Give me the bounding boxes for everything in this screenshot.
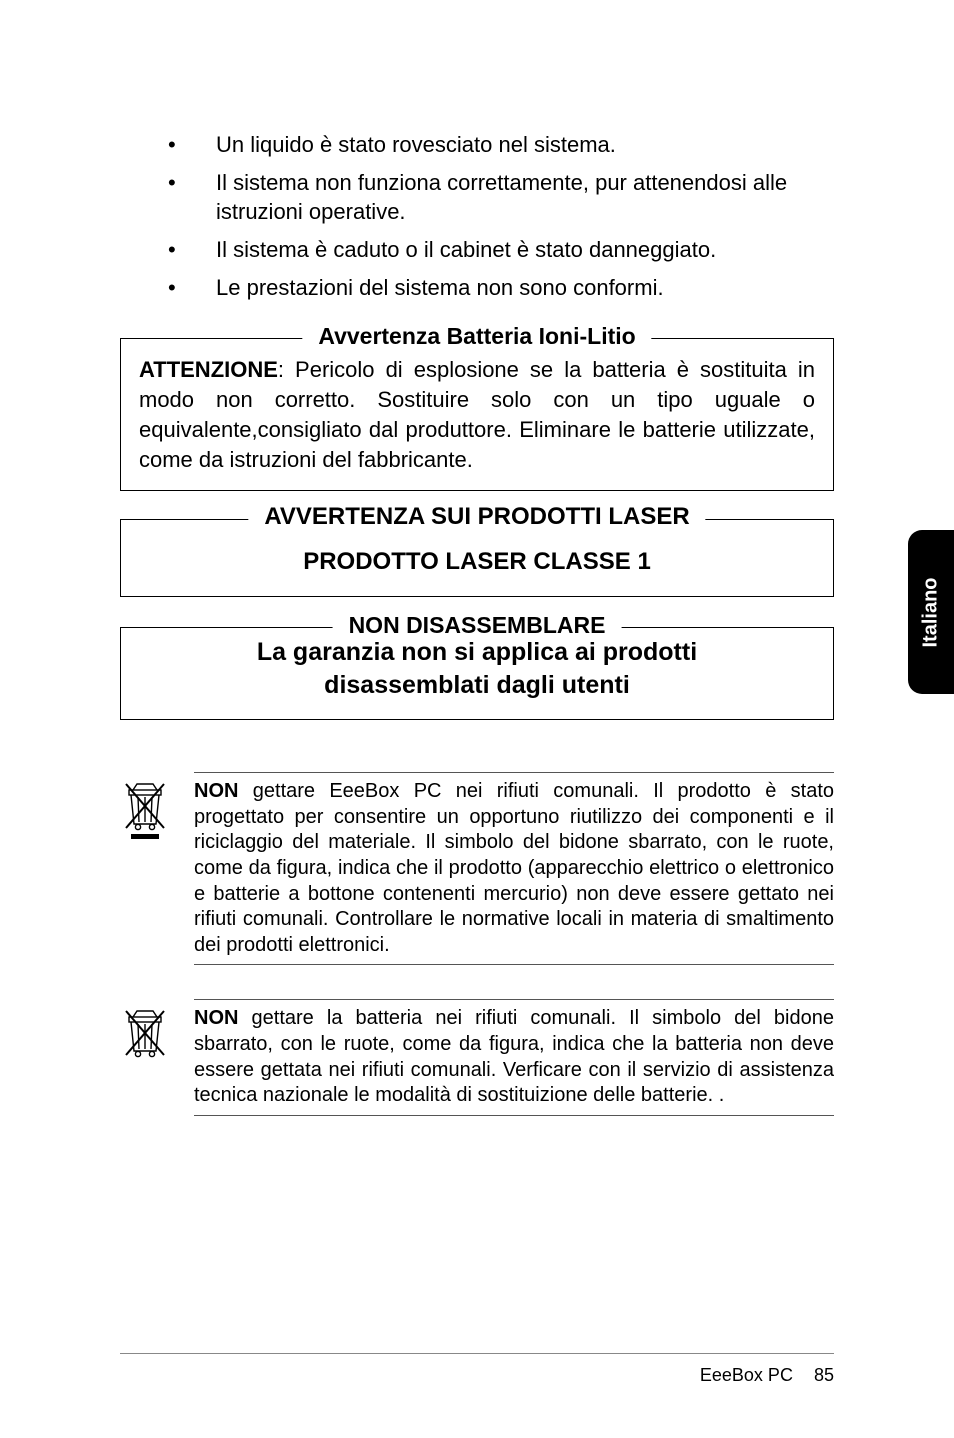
disassemble-line-2: disassemblati dagli utenti bbox=[139, 669, 815, 702]
bullet-list: Un liquido è stato rovesciato nel sistem… bbox=[168, 130, 834, 302]
language-label: Italiano bbox=[920, 577, 943, 647]
disassemble-line-1: La garanzia non si applica ai prodotti bbox=[139, 636, 815, 669]
battery-text-wrap: NON gettare la batteria nei rifiuti comu… bbox=[194, 999, 834, 1115]
bullet-item: Il sistema è caduto o il cabinet è stato… bbox=[168, 235, 834, 265]
disassemble-title: NON DISASSEMBLARE bbox=[333, 612, 622, 639]
disassemble-body: La garanzia non si applica ai prodotti d… bbox=[139, 636, 815, 701]
battery-warning-title: Avvertenza Batteria Ioni-Litio bbox=[302, 323, 651, 350]
laser-warning-title: AVVERTENZA SUI PRODOTTI LASER bbox=[248, 503, 705, 531]
page: Un liquido è stato rovesciato nel sistem… bbox=[0, 0, 954, 1200]
divider bbox=[194, 999, 834, 1000]
bullet-item: Un liquido è stato rovesciato nel sistem… bbox=[168, 130, 834, 160]
weee-info-row: NON gettare EeeBox PC nei rifiuti comuna… bbox=[120, 772, 834, 965]
battery-bin-icon bbox=[120, 1005, 184, 1064]
divider bbox=[194, 1115, 834, 1116]
divider bbox=[194, 964, 834, 965]
footer-page-number: 85 bbox=[814, 1365, 834, 1385]
weee-text-wrap: NON gettare EeeBox PC nei rifiuti comuna… bbox=[194, 772, 834, 965]
battery-text: NON gettare la batteria nei rifiuti comu… bbox=[194, 1006, 834, 1108]
language-side-tab: Italiano bbox=[908, 530, 954, 694]
disassemble-box: NON DISASSEMBLARE La garanzia non si app… bbox=[120, 627, 834, 720]
laser-warning-subtitle: PRODOTTO LASER CLASSE 1 bbox=[139, 548, 815, 576]
bullet-item: Le prestazioni del sistema non sono conf… bbox=[168, 273, 834, 303]
footer-divider bbox=[120, 1353, 834, 1354]
battery-warning-box: Avvertenza Batteria Ioni-Litio ATTENZION… bbox=[120, 338, 834, 491]
weee-lead: NON bbox=[194, 780, 238, 802]
footer: EeeBox PC 85 bbox=[700, 1365, 834, 1386]
laser-warning-box: AVVERTENZA SUI PRODOTTI LASER PRODOTTO L… bbox=[120, 519, 834, 597]
battery-lead: NON bbox=[194, 1007, 238, 1029]
weee-text: NON gettare EeeBox PC nei rifiuti comuna… bbox=[194, 779, 834, 958]
footer-product: EeeBox PC bbox=[700, 1365, 793, 1385]
battery-warning-body: ATTENZIONE: Pericolo di esplosione se la… bbox=[139, 355, 815, 474]
weee-bin-icon bbox=[120, 778, 184, 845]
battery-rest: gettare la batteria nei rifiuti comunali… bbox=[194, 1007, 834, 1106]
bullet-item: Il sistema non funziona correttamente, p… bbox=[168, 168, 834, 227]
divider bbox=[194, 772, 834, 773]
battery-warning-lead: ATTENZIONE bbox=[139, 357, 278, 382]
battery-info-row: NON gettare la batteria nei rifiuti comu… bbox=[120, 999, 834, 1115]
weee-rest: gettare EeeBox PC nei rifiuti comunali. … bbox=[194, 780, 834, 956]
